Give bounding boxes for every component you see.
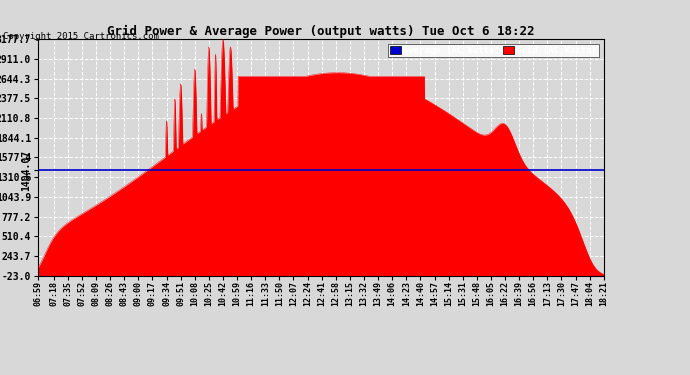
Legend: Average (AC Watts), Grid (AC Watts): Average (AC Watts), Grid (AC Watts)	[388, 44, 599, 57]
Text: Copyright 2015 Cartronics.com: Copyright 2015 Cartronics.com	[3, 32, 159, 41]
Title: Grid Power & Average Power (output watts) Tue Oct 6 18:22: Grid Power & Average Power (output watts…	[107, 25, 535, 38]
